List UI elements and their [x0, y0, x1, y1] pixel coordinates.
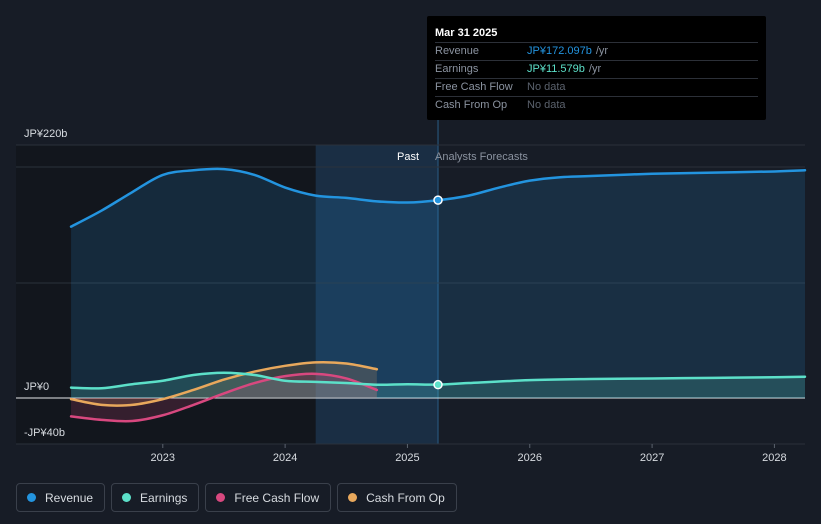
y-tick-label: -JP¥40b	[24, 427, 65, 439]
tooltip-row-unit: /yr	[595, 45, 609, 57]
free-cash-flow-line	[69, 372, 379, 423]
x-tick-label: 2023	[151, 452, 175, 464]
free-cash-flow-area	[71, 373, 377, 422]
x-tick-label: 2027	[640, 452, 664, 464]
tooltip-row-label: Free Cash Flow	[435, 81, 513, 93]
tooltip-row-label: Earnings	[435, 63, 479, 75]
tooltip-date: Mar 31 2025	[435, 25, 758, 43]
legend-dot-icon	[27, 493, 36, 502]
cash-from-op-line	[69, 360, 379, 407]
legend-item-revenue[interactable]: Revenue	[16, 483, 106, 512]
tooltip-row-number: No data	[527, 81, 566, 93]
tooltip-row: Cash From Op No data	[435, 97, 758, 114]
tooltip-row-number: JP¥172.097b	[527, 45, 592, 57]
legend-item-label: Cash From Op	[366, 490, 445, 505]
legend: Revenue Earnings Free Cash Flow Cash From O…	[16, 483, 457, 512]
forecast-label: Analysts Forecasts	[435, 151, 528, 163]
tooltip-row-label: Revenue	[435, 45, 480, 57]
x-tick-label: 2026	[518, 452, 542, 464]
past-label: Past	[397, 151, 419, 163]
tooltip-row: Earnings JP¥11.579b/yr	[435, 61, 758, 79]
legend-dot-icon	[122, 493, 132, 502]
legend-item-earnings[interactable]: Earnings	[111, 483, 200, 512]
legend-item-cash-from-op[interactable]: Cash From Op	[337, 483, 457, 512]
tooltip-row-value: No data	[527, 97, 570, 114]
x-tick-label: 2025	[395, 452, 419, 464]
tooltip-row-value: No data	[527, 79, 570, 96]
x-tick-label: 2028	[762, 452, 786, 464]
revenue-area	[71, 168, 805, 398]
x-tick-label: 2024	[273, 452, 297, 464]
y-tick-label: JP¥0	[24, 381, 49, 393]
history-band	[16, 145, 316, 444]
legend-item-label: Revenue	[45, 490, 94, 505]
tooltip-row-label: Cash From Op	[435, 99, 508, 111]
tooltip: Mar 31 2025 Revenue JP¥172.097b/yr Earning…	[427, 16, 766, 120]
legend-item-free-cash-flow[interactable]: Free Cash Flow	[205, 483, 332, 512]
tooltip-row: Revenue JP¥172.097b/yr	[435, 43, 758, 61]
tooltip-row-number: No data	[527, 99, 566, 111]
y-tick-label: JP¥220b	[24, 128, 67, 140]
tooltip-row-number: JP¥11.579b	[527, 63, 585, 75]
past-highlight-band	[315, 145, 439, 444]
tooltip-row-unit: /yr	[588, 63, 602, 75]
revenue-point	[433, 195, 443, 205]
earnings-point	[433, 379, 443, 390]
legend-item-label: Free Cash Flow	[234, 490, 320, 505]
earnings-line	[69, 371, 807, 390]
tooltip-row-value: JP¥172.097b/yr	[527, 43, 608, 60]
legend-dot-icon	[216, 493, 226, 502]
revenue-line	[69, 167, 807, 228]
tooltip-row-value: JP¥11.579b/yr	[527, 61, 601, 78]
cash-from-op-area	[71, 362, 377, 406]
tooltip-row: Free Cash Flow No data	[435, 79, 758, 97]
legend-item-label: Earnings	[140, 490, 188, 505]
legend-dot-icon	[348, 493, 358, 502]
